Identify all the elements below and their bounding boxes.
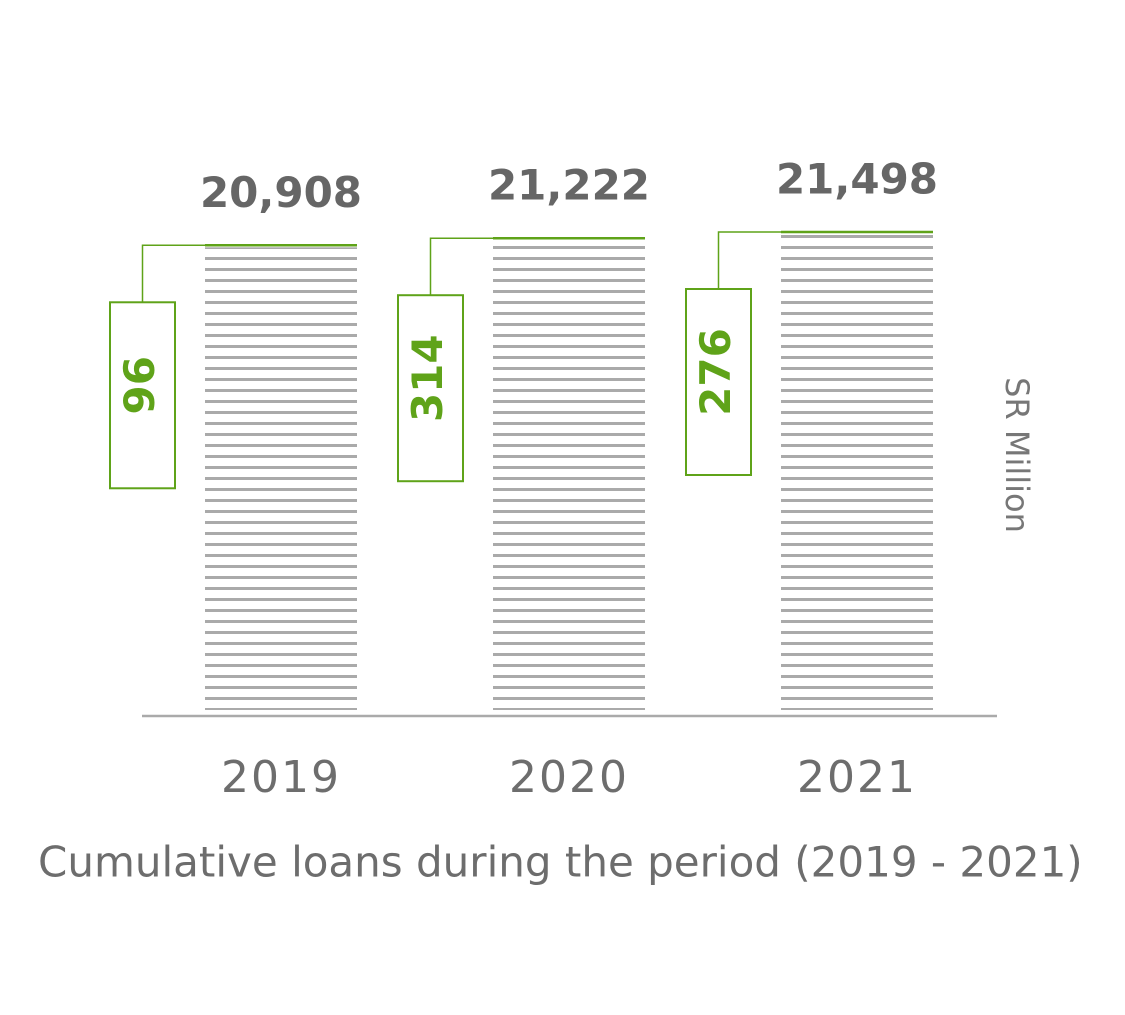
addition-box xyxy=(109,301,176,490)
addition-label: 96 xyxy=(115,356,164,414)
addition-box xyxy=(397,294,464,483)
x-tick-label: 2019 xyxy=(221,752,341,803)
value-label: 21,222 xyxy=(488,161,650,210)
value-label: 21,498 xyxy=(776,155,938,204)
value-label: 20,908 xyxy=(200,168,362,217)
chart-title: Cumulative loans during the period (2019… xyxy=(38,838,1083,887)
addition-box xyxy=(685,288,752,476)
addition-label: 314 xyxy=(403,334,452,422)
connector xyxy=(429,237,493,296)
addition-label: 276 xyxy=(691,328,740,416)
connector xyxy=(141,244,205,303)
unit-label: SR Million xyxy=(998,377,1036,533)
bar xyxy=(205,247,357,711)
x-tick-label: 2020 xyxy=(509,752,629,803)
bar xyxy=(493,240,645,710)
bar xyxy=(781,234,933,710)
connector xyxy=(717,231,781,289)
x-tick-label: 2021 xyxy=(797,752,917,803)
